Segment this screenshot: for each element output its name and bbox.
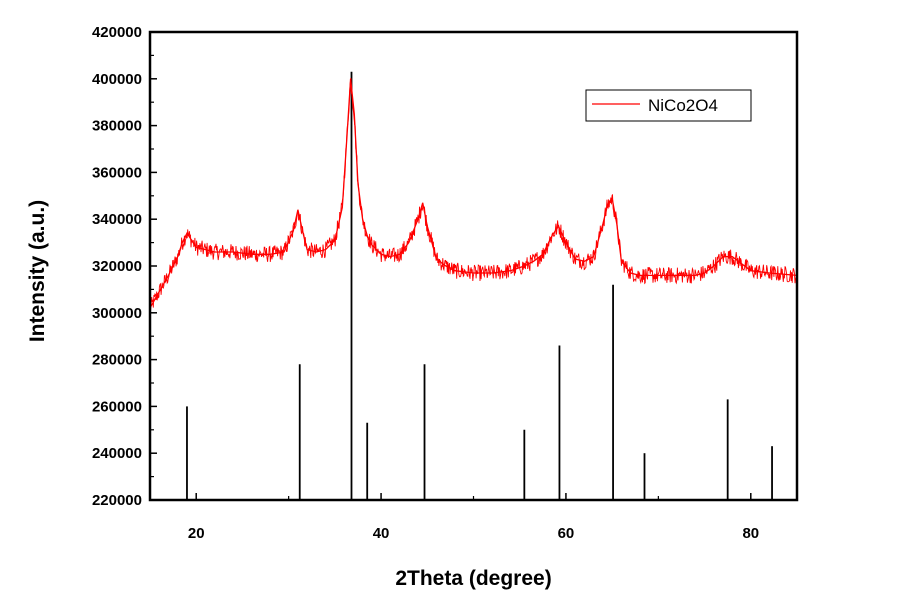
y-tick-label: 420000 (92, 24, 142, 41)
y-tick-label: 380000 (92, 118, 142, 135)
y-axis-title: Intensity (a.u.) (26, 200, 49, 342)
legend-label-nico2o4: NiCo2O4 (648, 96, 718, 115)
y-tick-label: 400000 (92, 71, 142, 88)
series-noise (149, 77, 798, 311)
x-tick-label: 40 (373, 525, 390, 542)
legend-box (585, 89, 752, 122)
y-tick-label: 280000 (92, 352, 142, 369)
x-tick-label: 80 (742, 525, 759, 542)
y-tick-label: 360000 (92, 164, 142, 181)
y-tick-label: 320000 (92, 258, 142, 275)
plot-frame (148, 30, 799, 502)
reference-peaks (186, 71, 773, 500)
x-tick-label: 60 (558, 525, 575, 542)
y-tick-label: 260000 (92, 398, 142, 415)
y-tick-label: 240000 (92, 445, 142, 462)
x-tick-labels: 20 40 60 80 (188, 525, 759, 542)
legend: NiCo2O4 (585, 89, 752, 122)
y-tick-label: 220000 (92, 492, 142, 509)
y-tick-labels: 220000 240000 260000 280000 300000 320000 3400… (92, 24, 142, 509)
series-noise-path (149, 77, 798, 311)
y-tick-label: 300000 (92, 305, 142, 322)
y-tick-label: 340000 (92, 211, 142, 228)
x-axis-title: 2Theta (degree) (395, 567, 551, 590)
x-tick-label: 20 (188, 525, 205, 542)
series-line-nico2o4 (149, 78, 798, 309)
